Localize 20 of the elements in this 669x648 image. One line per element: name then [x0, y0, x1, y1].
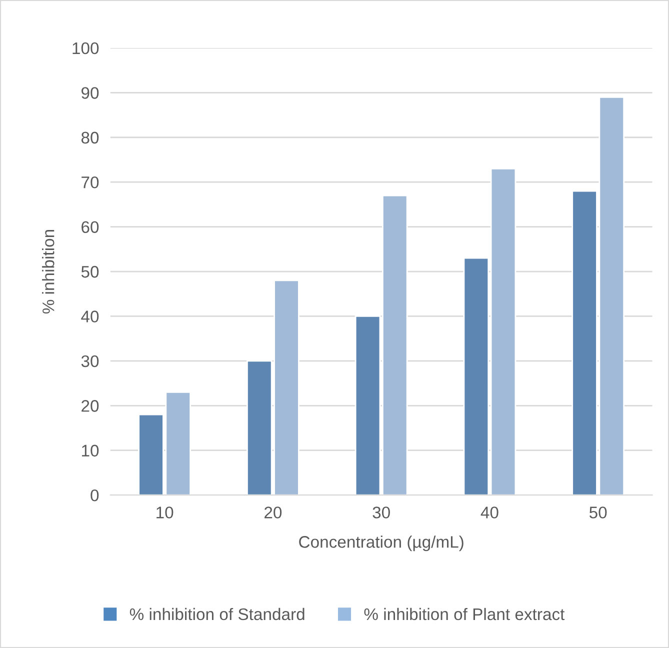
y-axis-title: % inhibition	[42, 230, 54, 314]
x-axis-title: Concentration (µg/mL)	[299, 536, 464, 552]
x-tick-label: 20	[264, 506, 282, 518]
x-tick-label: 40	[480, 506, 498, 518]
legend-label: % inhibition of Plant extract	[364, 608, 565, 620]
y-tick-label: 30	[81, 355, 99, 368]
x-tick-label: 30	[372, 506, 390, 518]
y-tick-label: 50	[81, 266, 99, 278]
y-tick-label: 100	[72, 42, 99, 54]
y-tick-label: 20	[82, 400, 99, 412]
x-tick-label: 50	[589, 506, 607, 518]
y-tick-label: 0	[90, 489, 99, 502]
y-tick-label: 70	[82, 176, 99, 188]
x-tick-label: 10	[156, 506, 174, 518]
y-tick-label: 90	[82, 87, 99, 99]
y-tick-label: 80	[81, 132, 99, 144]
y-tick-label: 10	[82, 444, 99, 457]
y-tick-label: 40	[81, 310, 99, 322]
legend-label: % inhibition of Standard	[130, 608, 304, 620]
y-tick-label: 60	[82, 221, 99, 234]
